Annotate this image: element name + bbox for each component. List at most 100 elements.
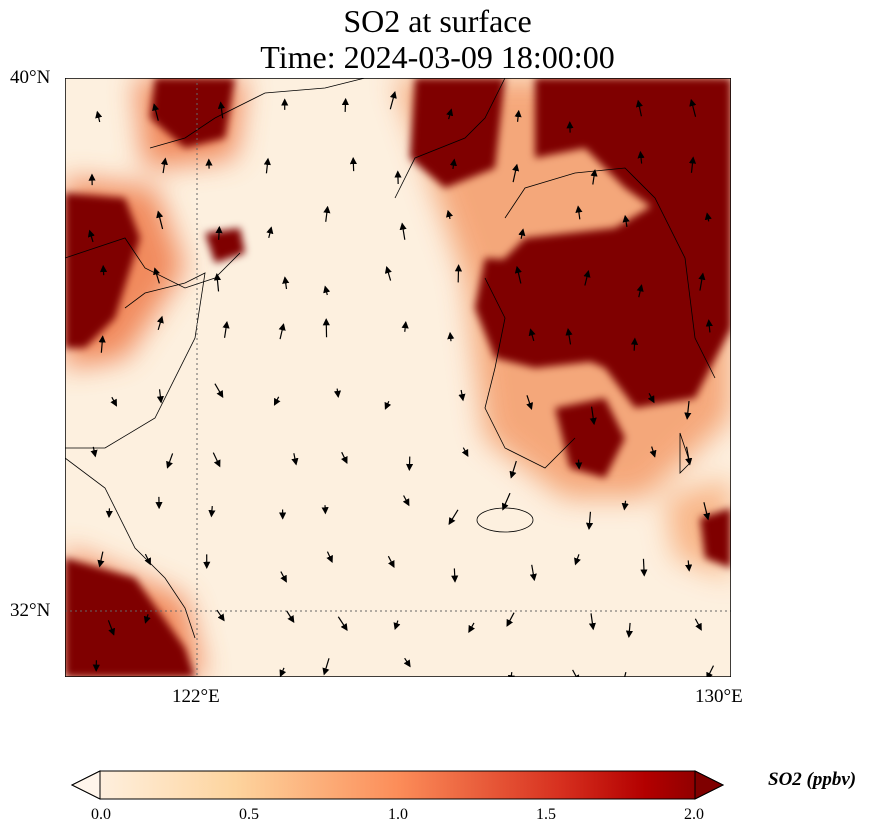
wind-arrow: [282, 276, 290, 290]
so2-map: [65, 78, 731, 677]
wind-arrow: [333, 388, 342, 399]
wind-arrow: [622, 214, 630, 227]
wind-arrow: [449, 158, 457, 170]
wind-arrow: [144, 553, 151, 566]
wind-arrow: [647, 393, 655, 404]
wind-arrow: [621, 500, 629, 511]
wind-arrow: [166, 453, 174, 469]
wind-arrow: [384, 400, 392, 410]
wind-arrow: [216, 609, 225, 622]
wind-arrow: [574, 554, 581, 566]
wind-arrow: [705, 319, 713, 333]
wind-arrow: [99, 264, 108, 276]
wind-arrow: [402, 495, 410, 507]
wind-arrow: [625, 622, 633, 638]
wind-arrow: [630, 337, 639, 351]
lon-label-122e: 122°E: [172, 686, 220, 707]
wind-arrow: [446, 108, 454, 120]
wind-arrow: [583, 269, 591, 286]
lat-label-32n: 32°N: [10, 600, 51, 621]
wind-arrow: [399, 222, 407, 240]
wind-arrow: [280, 571, 287, 583]
wind-arrow: [575, 459, 583, 470]
wind-arrow: [208, 505, 216, 518]
wind-arrow: [341, 451, 348, 464]
wind-arrow: [451, 568, 459, 583]
colorbar-label: SO2 (ppbv): [768, 769, 857, 790]
colorbar: [70, 770, 725, 800]
wind-arrow: [447, 331, 455, 342]
wind-arrow: [143, 614, 151, 624]
wind-arrow: [393, 620, 401, 631]
wind-arrow: [214, 383, 224, 399]
wind-arrow: [448, 509, 459, 526]
wind-arrow: [458, 389, 466, 402]
wind-arrow: [90, 446, 98, 458]
wind-arrow: [589, 406, 597, 426]
wind-arrow: [323, 205, 331, 222]
wind-arrow: [98, 335, 106, 353]
wind-arrow: [575, 205, 583, 220]
wind-arrow: [572, 669, 580, 677]
wind-arrow: [107, 620, 116, 636]
wind-arrow: [263, 157, 271, 174]
wind-arrow: [401, 321, 409, 332]
wind-arrow: [156, 315, 164, 331]
lon-label-130e: 130°E: [695, 686, 743, 707]
wind-arrow: [684, 401, 692, 420]
wind-arrow: [384, 265, 392, 281]
wind-arrow: [514, 109, 522, 122]
colorbar-tick-1: 1.0: [388, 806, 408, 823]
wind-arrow: [217, 101, 225, 119]
wind-arrow: [215, 225, 223, 240]
wind-arrow: [279, 667, 287, 677]
gridlines: [65, 78, 731, 677]
wind-arrow: [152, 103, 160, 121]
wind-arrow: [323, 285, 331, 296]
wind-arrow: [446, 209, 453, 220]
wind-arrow: [110, 396, 117, 407]
wind-arrow: [212, 452, 221, 468]
wind-arrow: [526, 395, 534, 410]
colorbar-tick-0: 0.0: [91, 806, 111, 823]
wind-arrow: [87, 229, 95, 243]
wind-arrow: [636, 284, 644, 298]
wind-vectors: [87, 91, 715, 677]
wind-arrow: [689, 98, 697, 117]
so2-high-regions: [65, 78, 731, 677]
wind-arrow: [685, 446, 693, 466]
wind-arrow: [286, 610, 295, 623]
wind-arrow: [637, 150, 645, 164]
wind-arrow: [403, 657, 411, 668]
wind-arrow: [698, 272, 706, 291]
wind-arrow: [635, 99, 643, 117]
wind-arrow: [590, 169, 598, 185]
wind-arrow: [703, 502, 711, 521]
wind-arrow: [266, 226, 274, 238]
wind-arrow: [518, 228, 526, 239]
wind-arrow: [153, 267, 161, 284]
plot-title-line2: Time: 2024-03-09 18:00:00: [260, 39, 615, 75]
wind-arrow: [640, 558, 648, 577]
wind-arrow: [649, 446, 657, 458]
plot-title-line1: SO2 at surface: [343, 3, 532, 39]
wind-arrow: [624, 671, 627, 677]
wind-arrow: [514, 265, 522, 284]
wind-arrow: [506, 612, 515, 627]
wind-arrow: [685, 560, 693, 572]
wind-arrow: [156, 389, 164, 404]
colorbar-tick-2: 2.0: [684, 806, 704, 823]
wind-arrow: [160, 157, 168, 174]
wind-arrow: [222, 320, 230, 338]
wind-arrow: [389, 91, 397, 110]
wind-arrow: [688, 156, 697, 173]
wind-arrow: [529, 564, 537, 582]
wind-arrow: [704, 212, 712, 222]
wind-arrow: [509, 460, 517, 479]
wind-arrow: [322, 658, 330, 676]
wind-arrow: [97, 551, 105, 568]
wind-arrow: [387, 555, 395, 569]
wind-arrow: [326, 551, 333, 563]
wind-arrow: [585, 511, 594, 531]
wind-arrow: [337, 616, 348, 632]
